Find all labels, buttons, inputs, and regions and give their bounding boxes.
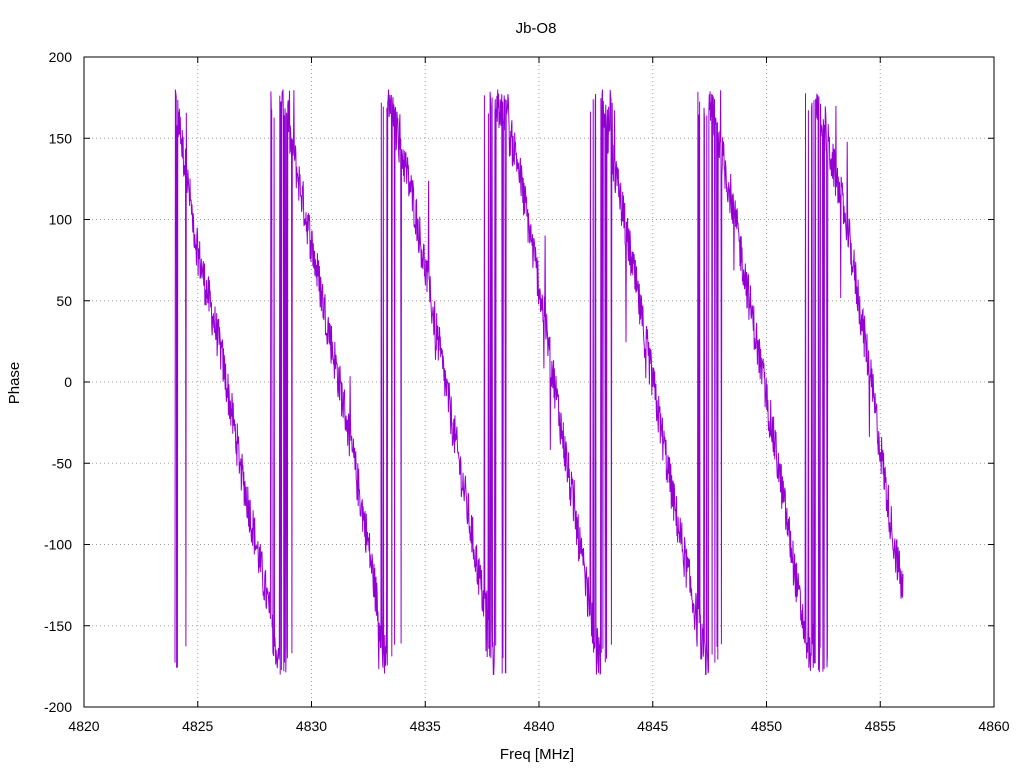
x-tick-label: 4825 xyxy=(182,718,213,734)
x-tick-label: 4845 xyxy=(637,718,668,734)
series-layer xyxy=(174,89,904,675)
x-tick-label: 4830 xyxy=(296,718,327,734)
grid-layer xyxy=(84,57,994,707)
y-tick-label: -50 xyxy=(52,455,72,471)
phase-series-line xyxy=(174,89,904,675)
y-tick-label: 50 xyxy=(56,293,72,309)
y-axis-title: Phase xyxy=(6,362,23,405)
x-tick-label: 4860 xyxy=(978,718,1009,734)
x-tick-label: 4835 xyxy=(410,718,441,734)
y-tick-label: 200 xyxy=(49,49,73,65)
tick-layer: -200 -150 -100 -50 0 50 100 150 200 4820 4825 4830 4… xyxy=(44,49,1010,734)
x-axis-title: Freq [MHz] xyxy=(500,746,574,763)
y-tick-label: 0 xyxy=(64,374,72,390)
chart-title: Jb-O8 xyxy=(516,20,557,37)
y-tick-label: 100 xyxy=(49,212,73,228)
y-tick-label: -150 xyxy=(44,618,72,634)
y-tick-label: -100 xyxy=(44,537,72,553)
y-tick-label: 150 xyxy=(49,130,73,146)
x-tick-label: 4820 xyxy=(68,718,99,734)
x-tick-label: 4840 xyxy=(523,718,554,734)
x-tick-label: 4855 xyxy=(865,718,896,734)
y-tick-label: -200 xyxy=(44,699,72,715)
x-tick-label: 4850 xyxy=(751,718,782,734)
